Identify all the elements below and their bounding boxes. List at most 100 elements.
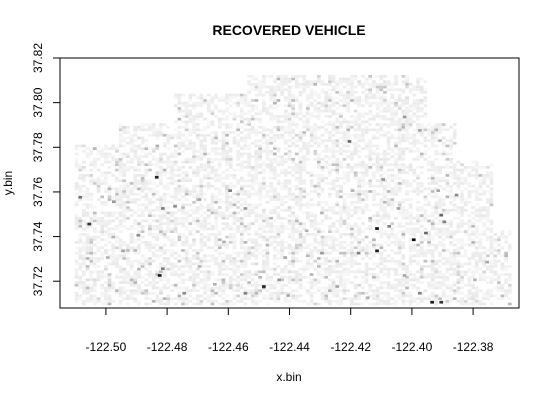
heatmap-bg-cell <box>228 300 233 303</box>
heatmap-bg-cell <box>111 147 116 150</box>
heatmap-bg-cell <box>474 225 479 228</box>
heatmap-bg-cell <box>331 112 336 116</box>
heatmap-bg-cell <box>258 198 262 201</box>
heatmap-bg-cell <box>210 160 215 164</box>
heatmap-bg-cell <box>346 278 351 282</box>
heatmap-bg-cell <box>140 182 145 185</box>
heatmap-bg-cell <box>254 158 259 161</box>
heatmap-bg-cell <box>357 83 362 86</box>
heatmap-bg-cell <box>144 283 149 287</box>
heatmap-bg-cell <box>467 235 472 239</box>
heatmap-bg-cell <box>317 112 321 116</box>
heatmap-bg-cell <box>445 257 450 260</box>
heatmap-bg-cell <box>306 302 310 306</box>
heatmap-bg-cell <box>372 294 376 298</box>
heatmap-bg-cell <box>284 283 288 287</box>
heatmap-bg-cell <box>228 112 233 116</box>
heatmap-bg-cell <box>434 136 439 140</box>
heatmap-bg-cell <box>181 187 185 191</box>
heatmap-bg-cell <box>331 80 336 83</box>
heatmap-bg-cell <box>353 190 358 193</box>
heatmap-bg-cell <box>445 128 450 132</box>
heatmap-bg-cell <box>184 123 189 126</box>
heatmap-bg-cell <box>405 101 409 105</box>
heatmap-bg-cell <box>254 291 259 295</box>
heatmap-bg-cell <box>221 141 226 145</box>
heatmap-bg-cell <box>195 297 200 300</box>
heatmap-bg-cell <box>430 275 435 279</box>
heatmap-bg-cell <box>434 216 439 220</box>
heatmap-bg-cell <box>339 88 343 92</box>
heatmap-bg-cell <box>137 291 141 295</box>
heatmap-bg-cell <box>170 133 174 137</box>
heatmap-bg-cell <box>93 158 97 161</box>
heatmap-bg-cell <box>85 283 90 287</box>
heatmap-bg-cell <box>284 195 288 199</box>
heatmap-bg-cell <box>335 257 340 260</box>
heatmap-bg-cell <box>232 139 237 142</box>
heatmap-bg-cell <box>122 211 127 215</box>
heatmap-bg-cell <box>317 176 321 180</box>
heatmap-bg-cell <box>331 182 336 185</box>
heatmap-bg-cell <box>401 294 406 298</box>
heatmap-bg-cell <box>346 93 351 97</box>
heatmap-bg-cell <box>118 230 123 233</box>
heatmap-bg-cell <box>104 249 108 252</box>
heatmap-bg-cell <box>324 182 329 185</box>
heatmap-bg-cell <box>394 123 398 126</box>
heatmap-bg-cell <box>254 174 259 177</box>
heatmap-bg-cell <box>460 182 464 185</box>
heatmap-bg-cell <box>390 107 395 110</box>
heatmap-bg-cell <box>228 150 233 153</box>
heatmap-bg-cell <box>287 131 292 134</box>
heatmap-bg-cell <box>181 243 185 247</box>
heatmap-bg-cell <box>243 141 248 145</box>
heatmap-bg-cell <box>357 230 362 233</box>
heatmap-bg-cell <box>159 291 163 295</box>
heatmap-bg-cell <box>298 91 303 94</box>
heatmap-bg-cell <box>486 291 490 295</box>
heatmap-bg-cell <box>133 219 138 223</box>
heatmap-bg-cell <box>427 265 431 268</box>
heatmap-bg-cell <box>192 171 196 175</box>
heatmap-bg-cell <box>276 125 281 129</box>
heatmap-bg-cell <box>225 133 229 137</box>
heatmap-bg-cell <box>225 107 229 110</box>
heatmap-bg-cell <box>93 286 97 290</box>
heatmap-bg-cell <box>188 270 193 274</box>
heatmap-bg-cell <box>276 115 281 118</box>
heatmap-bg-cell <box>203 174 207 177</box>
heatmap-bg-cell <box>339 160 343 164</box>
heatmap-bg-cell <box>423 289 428 292</box>
heatmap-bg-cell <box>118 160 123 164</box>
heatmap-bg-cell <box>331 270 336 274</box>
heatmap-bg-cell <box>419 216 424 220</box>
heatmap-bg-cell <box>313 214 318 217</box>
heatmap-bg-cell <box>361 257 365 260</box>
heatmap-bg-cell <box>247 190 251 193</box>
heatmap-bg-cell <box>89 241 94 244</box>
heatmap-bg-cell <box>247 152 251 156</box>
heatmap-bg-cell <box>111 300 116 303</box>
heatmap-bg-cell <box>364 182 369 185</box>
heatmap-bg-cell <box>361 200 365 204</box>
heatmap-bg-cell <box>162 257 167 260</box>
heatmap-bg-cell <box>74 163 79 167</box>
heatmap-bg-cell <box>232 302 237 306</box>
heatmap-bg-cell <box>350 192 354 196</box>
heatmap-bg-cell <box>250 251 255 255</box>
heatmap-bg-cell <box>405 211 409 215</box>
heatmap-bg-cell <box>203 192 207 196</box>
heatmap-bg-cell <box>412 141 417 145</box>
heatmap-bg-cell <box>320 120 325 124</box>
heatmap-bg-cell <box>184 174 189 177</box>
heatmap-bg-cell <box>350 200 354 204</box>
heatmap-bg-cell <box>166 300 171 303</box>
heatmap-bg-cell <box>302 225 307 228</box>
heatmap-bg-cell <box>265 158 270 161</box>
heatmap-bg-cell <box>368 286 373 290</box>
heatmap-bg-cell <box>368 158 373 161</box>
heatmap-bg-cell <box>144 152 149 156</box>
heatmap-bg-cell <box>199 219 204 223</box>
heatmap-bg-cell <box>306 251 310 255</box>
